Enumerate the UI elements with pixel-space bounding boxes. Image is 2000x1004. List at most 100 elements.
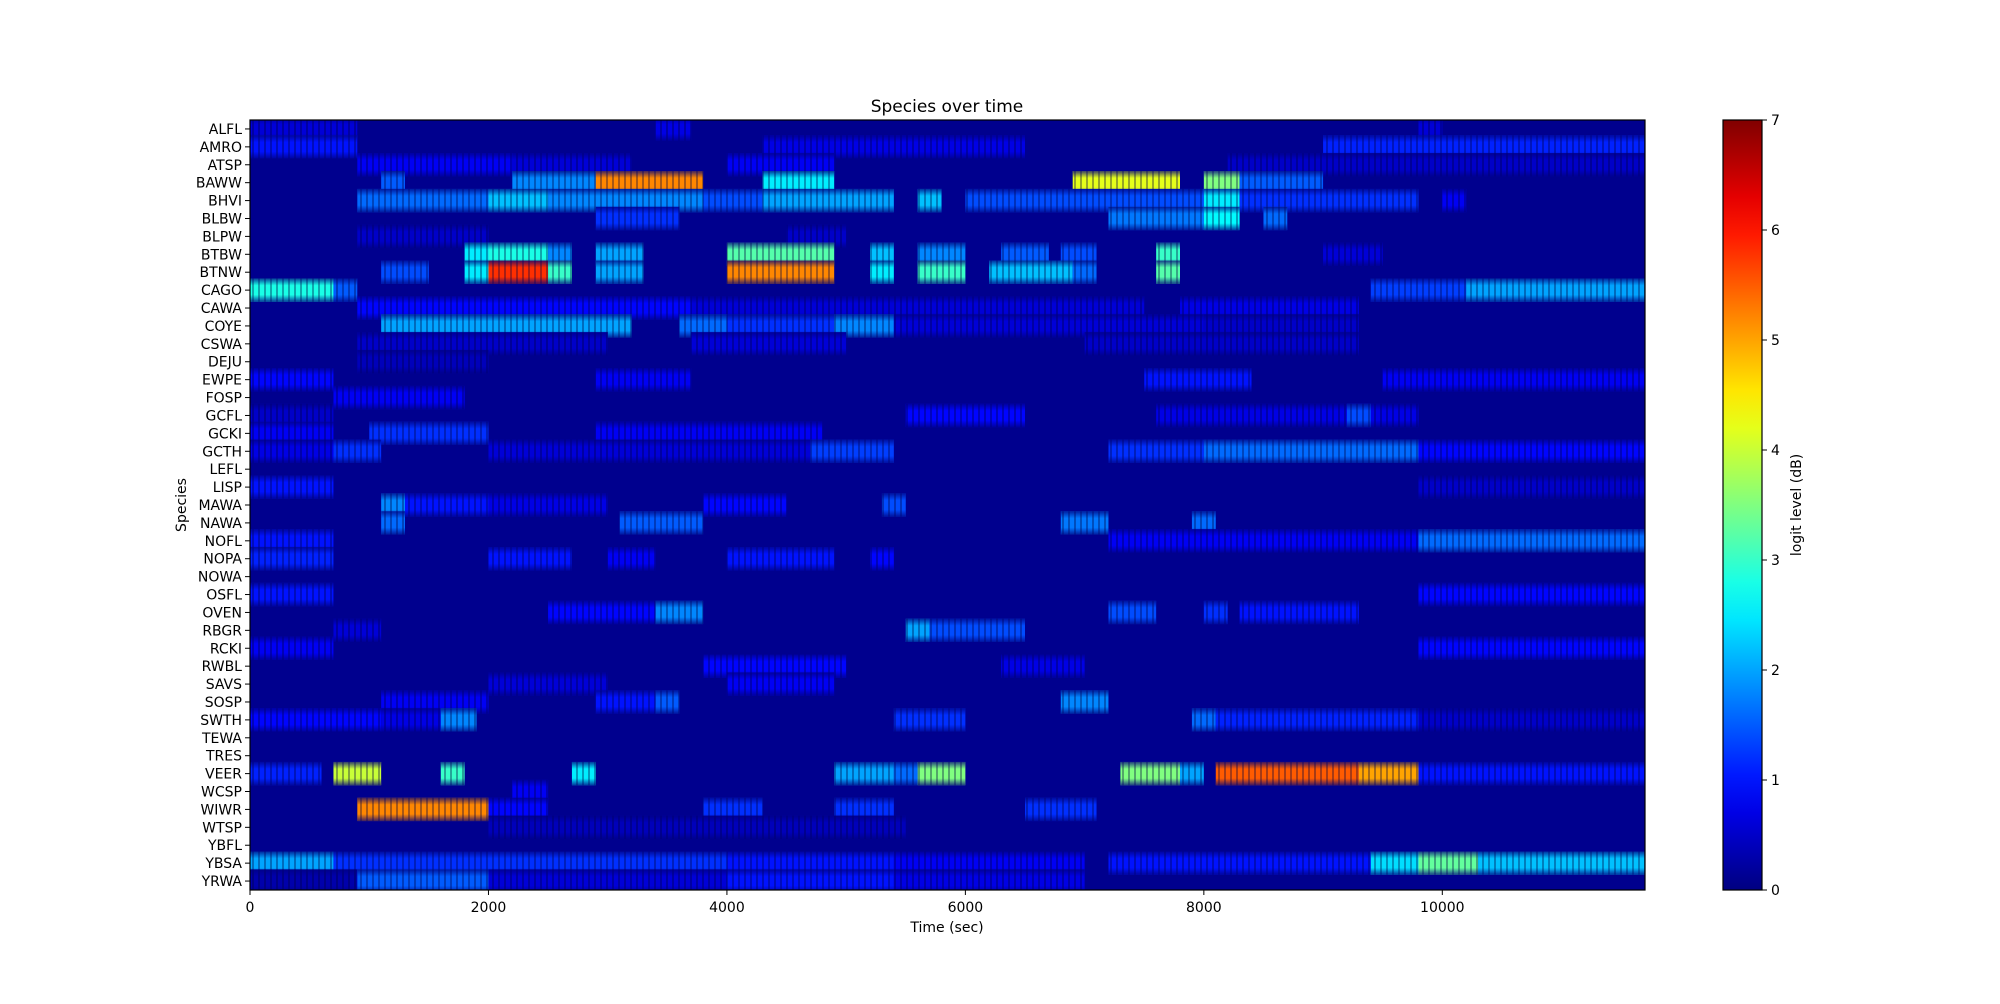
heatmap-cell-cawa xyxy=(357,296,692,320)
heatmap-cell-cago xyxy=(250,278,334,302)
heatmap-cell-sosp xyxy=(655,690,680,714)
heatmap-cell-fade xyxy=(595,242,644,266)
heatmap-cell-blpw xyxy=(357,224,489,249)
heatmap-cell-fade xyxy=(488,242,549,266)
heatmap-cell-nawa xyxy=(619,511,704,535)
heatmap-cell-fade xyxy=(905,403,1025,428)
y-tick-label: YRWA xyxy=(201,874,243,890)
y-tick-label: SWTH xyxy=(200,713,242,729)
heatmap-cell-coye xyxy=(1203,314,1359,338)
heatmap-cell-bhvi xyxy=(548,188,704,213)
y-tick-label: YBFL xyxy=(207,838,242,854)
heatmap-cell-veer xyxy=(250,761,322,786)
heatmap-cell-fade xyxy=(703,493,787,517)
y-tick-label: CSWA xyxy=(201,337,243,353)
heatmap-cell-oven xyxy=(655,600,704,625)
heatmap-cell-mawa xyxy=(881,493,906,517)
y-tick-label: WTSP xyxy=(202,820,242,836)
heatmap-cell-fade xyxy=(595,421,823,446)
heatmap-cell-cago xyxy=(1370,278,1467,302)
heatmap-cell-fade xyxy=(512,171,596,195)
y-tick-label: MAWA xyxy=(198,498,242,514)
heatmap-cell-btnw xyxy=(488,260,549,284)
heatmap-cell-fade xyxy=(381,171,405,195)
heatmap-cell-fade xyxy=(357,869,489,890)
heatmap-cell-atsp xyxy=(726,153,835,177)
heatmap-cell-fade xyxy=(1191,708,1216,732)
heatmap-cell-fade xyxy=(464,260,489,284)
heatmap-cell-yrwa xyxy=(488,869,727,890)
heatmap-cell-fade xyxy=(595,368,692,392)
heatmap-cell-fade xyxy=(929,618,1025,642)
heatmap-cell-fade xyxy=(1215,761,1359,786)
heatmap-cell-fade xyxy=(595,690,656,714)
heatmap-cell-fade xyxy=(1108,439,1204,463)
heatmap-cell-fade xyxy=(1072,260,1097,284)
heatmap-cell-fade xyxy=(1203,206,1240,231)
heatmap-cell-btnw xyxy=(726,260,835,284)
heatmap-cell-fade xyxy=(870,547,894,571)
heatmap-cell-bhvi xyxy=(965,188,1204,213)
heatmap-cell-fade xyxy=(703,654,847,678)
heatmap-cell-fade xyxy=(357,797,489,822)
heatmap-cell-btnw xyxy=(917,260,966,284)
heatmap-cell-fade xyxy=(250,851,334,875)
heatmap-cell-ewpe xyxy=(250,368,334,392)
heatmap-cell-fade xyxy=(655,600,704,625)
heatmap-cell-oven xyxy=(1203,600,1228,625)
heatmap-cell-fade xyxy=(250,421,334,446)
heatmap-cell-atsp xyxy=(512,153,632,177)
y-tick-label: FOSP xyxy=(206,391,242,407)
y-tick-label: OVEN xyxy=(202,605,242,621)
heatmap-cell-amro xyxy=(762,135,1025,159)
heatmap-cell-fade xyxy=(1180,761,1204,786)
heatmap-cell-fade xyxy=(893,869,1085,890)
heatmap-cell-oven xyxy=(548,600,656,625)
heatmap-cell-mawa xyxy=(488,493,608,517)
heatmap-cell-fade xyxy=(357,188,489,213)
heatmap-cell-fade xyxy=(726,260,835,284)
heatmap-cell-fade xyxy=(488,797,549,822)
heatmap-cell-fade xyxy=(691,332,847,356)
heatmap-cell-wiwr xyxy=(1025,797,1097,822)
heatmap-cell-btbw xyxy=(464,242,489,266)
heatmap-cell-fade xyxy=(1418,439,1645,463)
heatmap-cell-savs xyxy=(488,672,608,696)
heatmap-cell-fade xyxy=(703,188,763,213)
heatmap-cell-fade xyxy=(333,851,727,875)
heatmap-cell-btnw xyxy=(464,260,489,284)
heatmap-cell-fade xyxy=(786,224,847,249)
heatmap-cell-blbw xyxy=(1263,206,1288,231)
heatmap-cell-fade xyxy=(1323,135,1645,159)
heatmap-cell-fade xyxy=(1370,851,1419,875)
heatmap-cell-fade xyxy=(726,851,894,875)
heatmap-cell-fade xyxy=(595,206,680,231)
heatmap-cell-baww xyxy=(762,171,835,195)
heatmap-cell-swth xyxy=(440,708,477,732)
heatmap-cell-fade xyxy=(655,690,680,714)
heatmap-cell-fade xyxy=(512,779,549,804)
heatmap-cell-baww xyxy=(512,171,596,195)
heatmap-cell-gcth xyxy=(333,439,382,463)
heatmap-cell-bhvi xyxy=(1203,188,1240,213)
y-tick-label: VEER xyxy=(205,767,242,783)
heatmap-cell-deju xyxy=(357,350,489,374)
colorbar-tick-label: 0 xyxy=(1771,883,1780,899)
heatmap-cell-fade xyxy=(333,278,358,302)
heatmap-cell-fade xyxy=(1418,851,1479,875)
y-tick-label: NAWA xyxy=(200,516,242,532)
heatmap-cell-fade xyxy=(357,224,489,249)
heatmap-cell-fade xyxy=(571,761,596,786)
heatmap-cell-swth xyxy=(893,708,966,732)
heatmap-cell-fade xyxy=(893,708,966,732)
heatmap-cell-btbw xyxy=(488,242,549,266)
y-tick-label: NOPA xyxy=(203,552,242,568)
heatmap-cell-rbgr xyxy=(333,618,382,642)
x-axis-label: Time (sec) xyxy=(909,920,983,936)
heatmap-cell-fade xyxy=(440,761,465,786)
heatmap-cell-fade xyxy=(762,188,894,213)
heatmap-cell-ybsa xyxy=(1370,851,1419,875)
heatmap-cell-fade xyxy=(1346,403,1371,428)
heatmap-cell-yrwa xyxy=(357,869,489,890)
